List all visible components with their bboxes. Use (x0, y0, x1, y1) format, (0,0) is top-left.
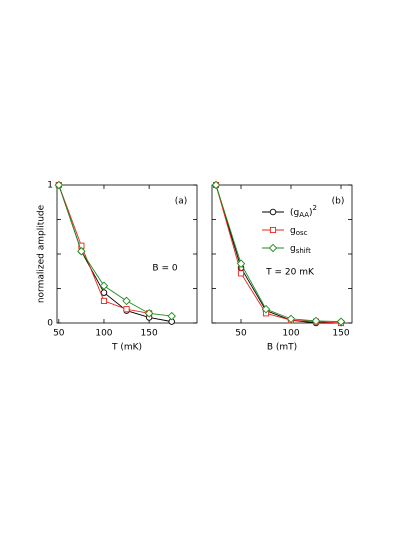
legend-marker (268, 243, 278, 253)
marker (336, 317, 346, 326)
legend-text-part: g (290, 226, 296, 236)
series-line (215, 184, 341, 324)
x-tick-label: 150 (332, 329, 349, 339)
marker (237, 270, 245, 277)
marker (211, 180, 221, 190)
marker (122, 296, 131, 306)
legend-label: (gAA)2 (290, 204, 317, 219)
annotation: (a) (175, 197, 188, 207)
x-tick-label: 50 (53, 329, 65, 339)
series-line (215, 184, 342, 323)
legend-text-part: AA (299, 211, 309, 219)
series-line (58, 184, 172, 317)
marker (286, 314, 296, 324)
x-tick-label: 150 (141, 329, 158, 339)
marker (311, 316, 321, 326)
legend-label: gosc (290, 226, 308, 238)
marker (167, 311, 176, 321)
marker (99, 281, 109, 290)
legend-marker (269, 226, 277, 234)
legend-text-part: (g (290, 208, 299, 218)
legend-text-part: ) (309, 208, 313, 218)
y-axis-label: normalized amplitude (37, 204, 47, 303)
x-axis-label: T (mK) (111, 343, 142, 353)
marker (54, 180, 64, 190)
series-line (58, 184, 172, 323)
legend-text-part: shift (296, 247, 311, 255)
series-line (215, 184, 342, 324)
annotation: B = 0 (152, 264, 177, 274)
y-tick-label: 1 (47, 181, 53, 191)
marker (261, 304, 271, 314)
legend-marker (269, 208, 277, 216)
marker (123, 306, 130, 313)
panel: 50 100 150 0 1 T (mK) normalized amplitude (a) B… (37, 181, 198, 353)
marker (100, 289, 108, 296)
marker (144, 309, 154, 318)
legend-text-part: 2 (313, 204, 317, 212)
y-tick-label: 0 (47, 319, 53, 329)
x-tick-label: 50 (235, 329, 247, 339)
legend-text-part: g (290, 244, 296, 254)
legend-text-part: osc (296, 229, 308, 237)
marker (77, 247, 86, 256)
annotation: (b) (332, 197, 345, 207)
legend-label: gshift (290, 244, 311, 256)
x-tick-label: 100 (95, 329, 112, 339)
marker (236, 259, 246, 268)
marker (100, 297, 108, 304)
x-axis-label: B (mT) (267, 343, 297, 353)
annotation: T = 20 mK (265, 268, 315, 278)
x-tick-label: 100 (282, 329, 299, 339)
